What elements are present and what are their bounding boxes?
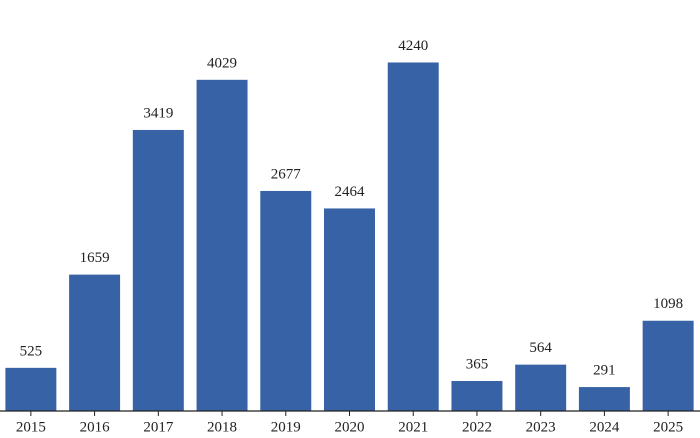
bar: [5, 367, 57, 411]
value-label: 291: [593, 363, 616, 379]
x-tick-label: 2022: [462, 419, 492, 435]
value-label: 365: [466, 356, 489, 372]
value-label: 2464: [335, 184, 366, 200]
bar: [69, 274, 121, 411]
bar: [642, 320, 694, 411]
bar: [260, 190, 312, 411]
bar: [324, 208, 375, 411]
x-tick-label: 2016: [80, 419, 111, 435]
bar: [132, 129, 184, 412]
value-label: 3419: [143, 105, 173, 121]
x-tick-label: 2020: [335, 419, 365, 435]
bar: [515, 364, 567, 411]
x-tick-label: 2017: [143, 419, 174, 435]
value-label: 2677: [271, 166, 302, 182]
value-label: 525: [20, 343, 43, 359]
value-label: 4240: [398, 38, 428, 54]
x-tick-label: 2019: [271, 419, 301, 435]
x-tick-label: 2015: [16, 419, 46, 435]
bar: [196, 79, 248, 412]
bar: [387, 62, 439, 412]
x-tick-label: 2025: [653, 419, 683, 435]
x-tick-label: 2024: [589, 419, 620, 435]
bar: [451, 380, 503, 411]
value-label: 1659: [80, 250, 110, 266]
x-tick-label: 2023: [526, 419, 556, 435]
value-label: 1098: [653, 296, 683, 312]
x-tick-label: 2021: [398, 419, 428, 435]
bar: [578, 387, 630, 411]
value-label: 564: [529, 340, 552, 356]
value-label: 4029: [207, 55, 237, 71]
x-tick-label: 2018: [207, 419, 237, 435]
